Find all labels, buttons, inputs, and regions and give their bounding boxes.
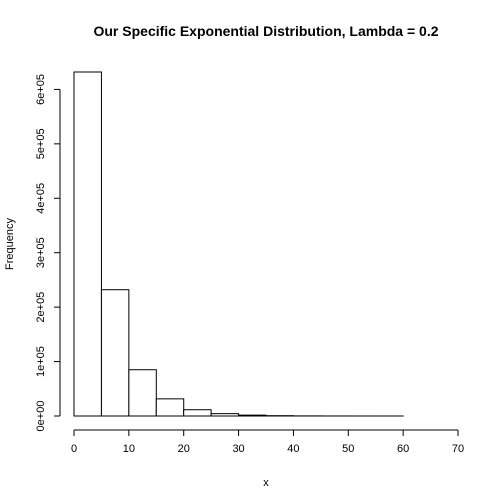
x-tick-label: 0 [71,443,77,455]
bar [210,413,240,417]
bar [155,398,185,417]
bar [73,71,102,417]
y-axis-label: Frequency [4,218,16,270]
y-tick-label: 1e+05 [35,346,47,377]
y-tick-label: 6e+05 [35,74,47,105]
y-tick-label: 0e+00 [35,401,47,432]
y-tick-label: 3e+05 [35,237,47,268]
y-tick-label: 5e+05 [35,128,47,159]
x-tick-label: 20 [178,443,190,455]
x-tick-label: 70 [452,443,464,455]
x-tick-label: 40 [287,443,299,455]
x-axis-label: x [263,477,269,489]
y-axis: 0e+00 1e+05 2e+05 3e+05 4e+05 5e+05 6e+05 [35,74,61,432]
x-tick-label: 30 [232,443,244,455]
x-tick-label: 10 [123,443,135,455]
bars-group [73,71,404,417]
y-tick-label: 2e+05 [35,292,47,323]
x-tick-label: 50 [342,443,354,455]
x-axis: 0 10 20 30 40 50 60 70 [71,429,464,455]
chart-title: Our Specific Exponential Distribution, L… [93,23,438,39]
bar [128,369,157,417]
x-tick-label: 60 [397,443,409,455]
bar [183,409,212,417]
bar [238,414,267,417]
y-tick-label: 4e+05 [35,183,47,214]
bar [100,289,130,417]
